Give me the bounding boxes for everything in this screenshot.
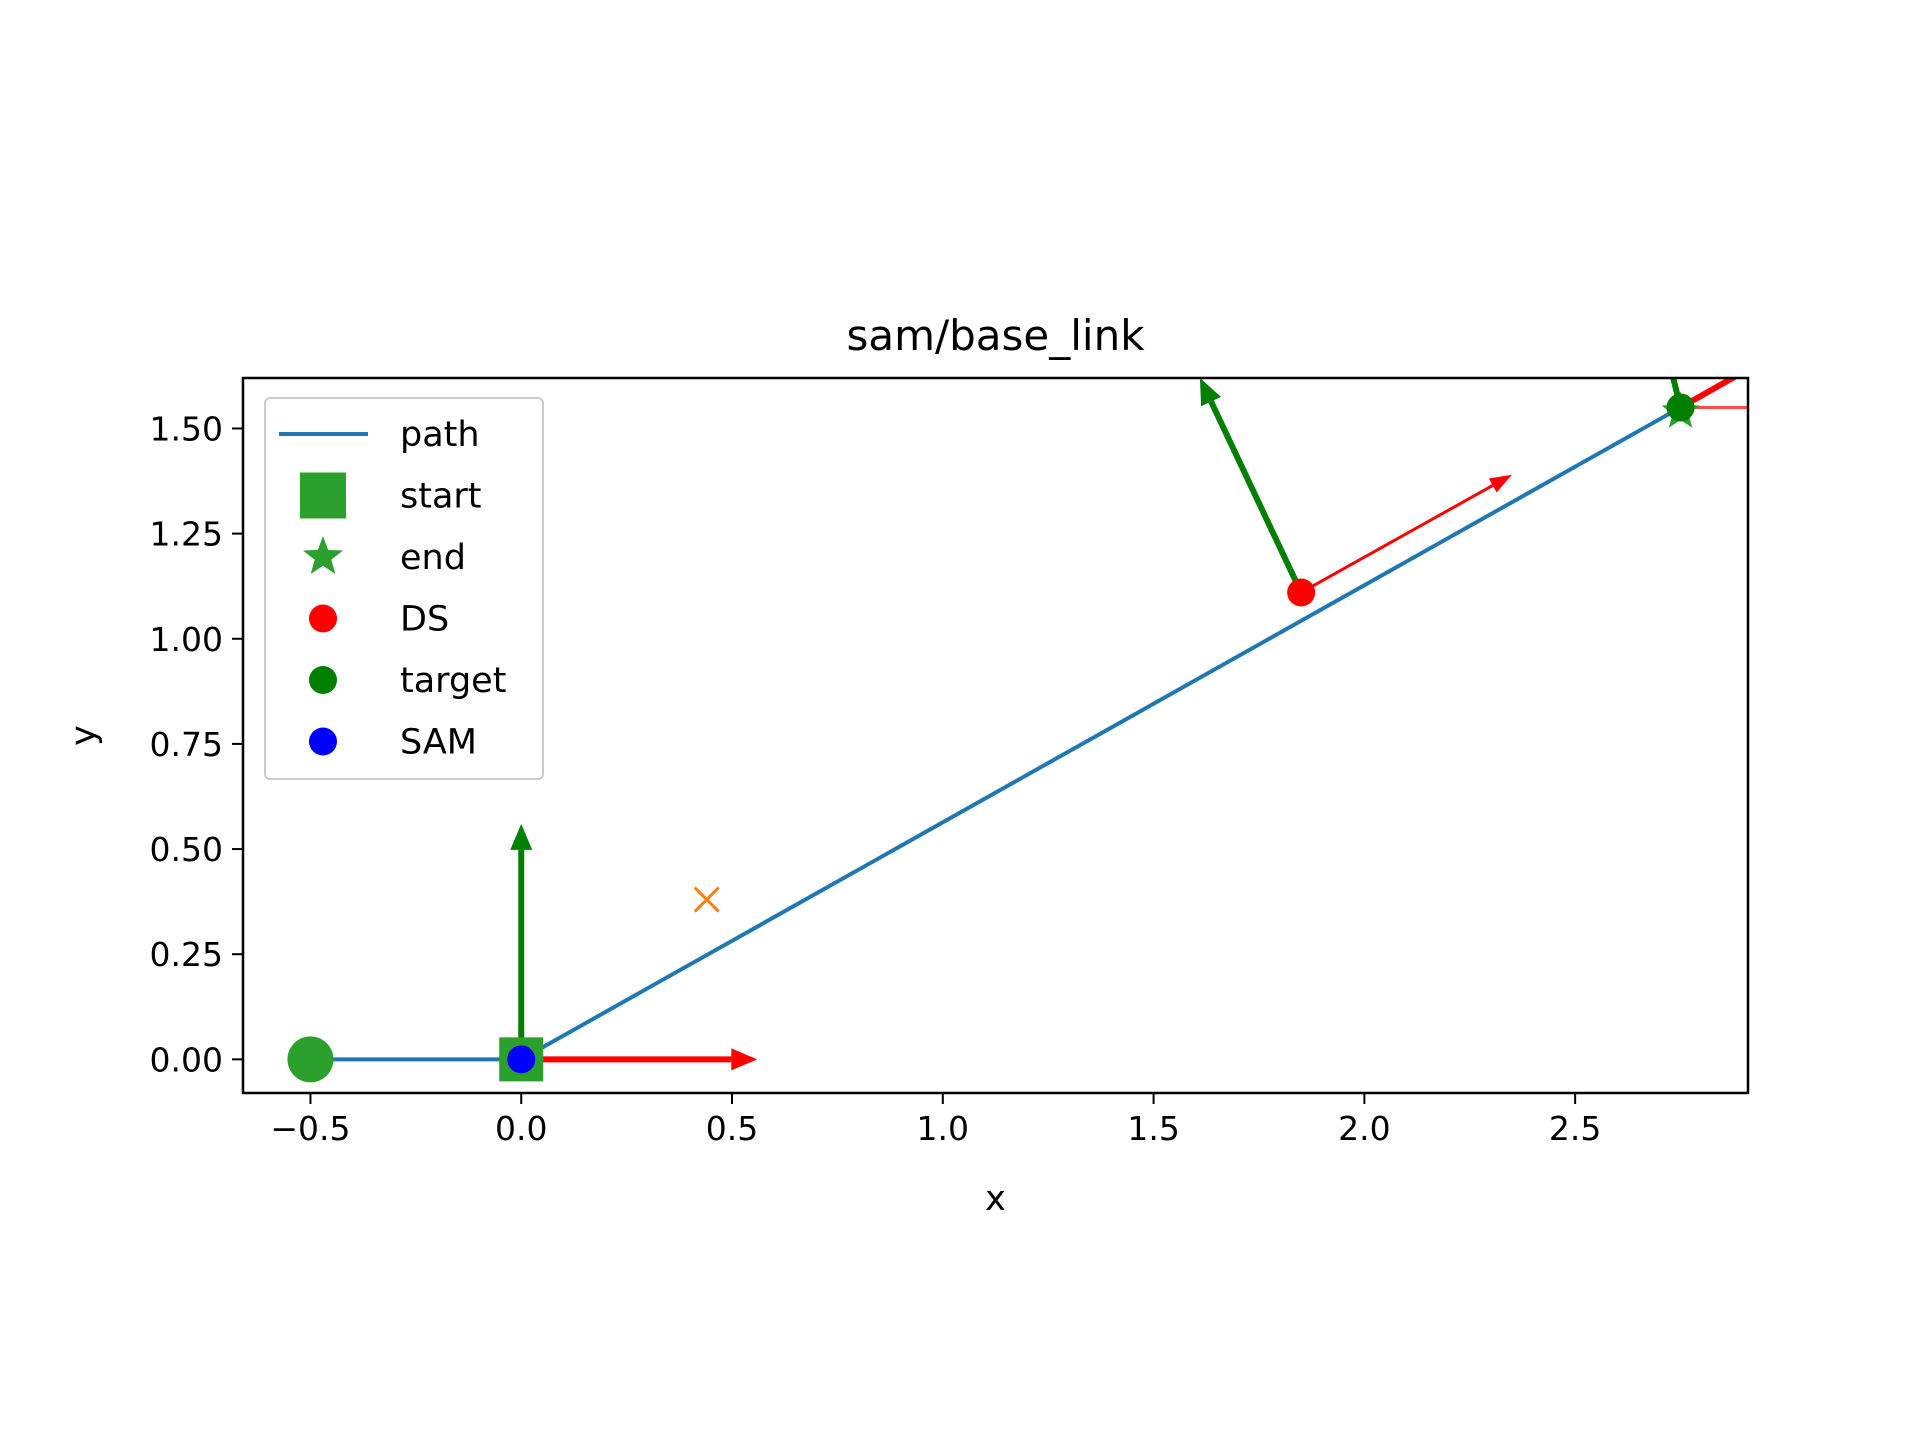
legend-label-ds: DS: [400, 600, 449, 640]
extra-point-0: [287, 1036, 334, 1083]
arrow-head-2: [1488, 474, 1512, 493]
marker-target: [1666, 393, 1695, 422]
legend-label-target: target: [400, 661, 506, 701]
y-axis-label: y: [64, 725, 104, 746]
arrow-head-5: [1655, 323, 1676, 351]
legend-label-end: end: [400, 538, 466, 578]
arrow-shaft-3: [1208, 400, 1304, 594]
legend-handle-target: [309, 666, 337, 694]
x-tick-label: 2.5: [1549, 1109, 1601, 1148]
legend-handle-start: [300, 472, 346, 519]
y-tick-label: 0.75: [150, 725, 223, 764]
arrow-head-4: [1779, 336, 1807, 358]
arrow-head-0: [731, 1048, 758, 1071]
arrow-shaft-2: [1300, 484, 1494, 594]
y-tick-label: 1.25: [150, 515, 223, 554]
legend-handle-sam: [309, 727, 337, 756]
y-tick-label: 0.00: [150, 1040, 223, 1079]
x-tick-label: 0.0: [495, 1109, 547, 1148]
y-tick-label: 0.50: [150, 830, 223, 869]
arrow-head-6: [1785, 399, 1807, 415]
legend-label-path: path: [400, 415, 480, 455]
x-axis: −0.5 0.0 0.5 1.0 1.5 2.0 2.5: [270, 1093, 1601, 1148]
y-tick-label: 1.00: [150, 620, 223, 659]
y-tick-label: 1.50: [150, 409, 223, 448]
marker-ds: [1287, 578, 1316, 607]
legend-label-sam: SAM: [400, 723, 477, 763]
legend-handle-end: [303, 536, 343, 574]
x-tick-label: −0.5: [270, 1109, 350, 1148]
arrow-head-1: [510, 823, 533, 850]
chart-title: sam/base_link: [846, 311, 1145, 360]
legend: path start end DS target SAM: [264, 397, 544, 780]
y-axis: 0.00 0.25 0.50 0.75 1.00 1.25 1.50: [150, 409, 243, 1079]
plot-area: [287, 323, 1807, 1083]
legend-handle-ds: [309, 604, 337, 633]
legend-label-start: start: [400, 477, 482, 517]
plot-frame: [241, 376, 1750, 1095]
y-tick-label: 0.25: [150, 935, 223, 974]
x-tick-label: 0.5: [706, 1109, 758, 1148]
arrow-head-3: [1199, 378, 1222, 407]
extra-point-1: [693, 886, 720, 913]
x-tick-label: 2.0: [1338, 1109, 1390, 1148]
marker-sam: [507, 1045, 536, 1074]
x-axis-label: x: [985, 1179, 1006, 1219]
x-tick-label: 1.5: [1127, 1109, 1179, 1148]
x-tick-label: 1.0: [917, 1109, 969, 1148]
